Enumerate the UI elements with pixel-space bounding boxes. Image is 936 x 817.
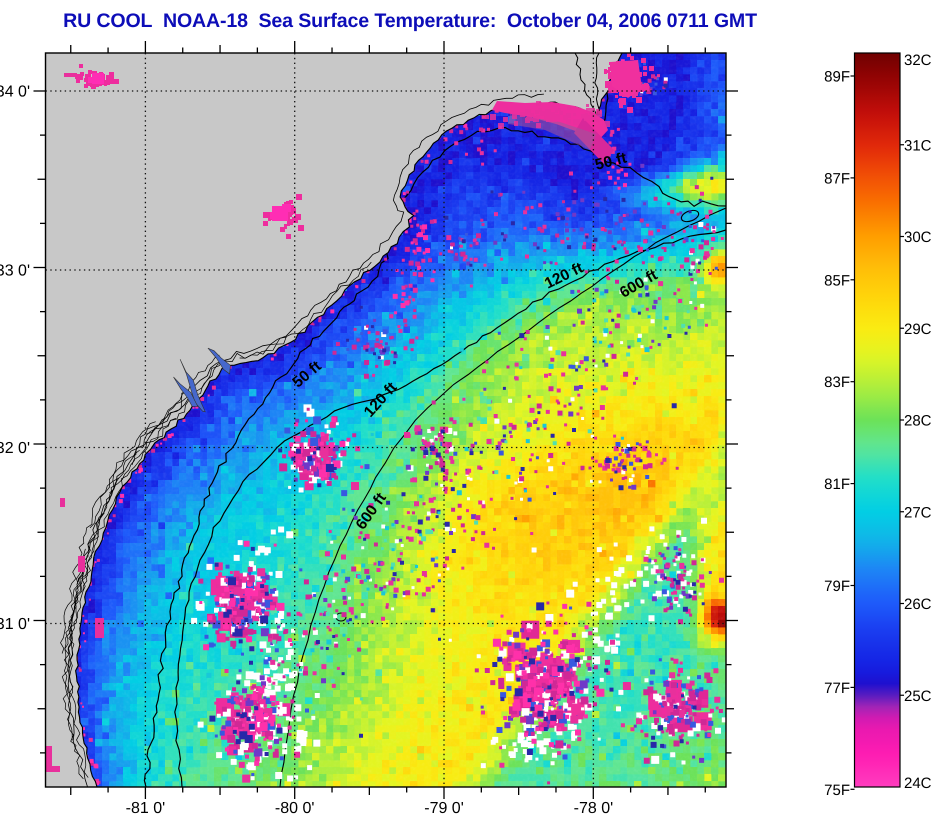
svg-text:24C: 24C xyxy=(904,775,932,792)
svg-text:RU COOL NOAA-18 Sea Surface: RU COOL NOAA-18 Sea Surface Temperature:… xyxy=(63,10,757,32)
svg-text:30C: 30C xyxy=(904,229,932,246)
svg-text:-81 0': -81 0' xyxy=(126,800,166,817)
svg-text:26C: 26C xyxy=(904,596,932,613)
svg-text:77F: 77F xyxy=(824,680,850,697)
svg-text:-80 0': -80 0' xyxy=(275,800,315,817)
svg-text:89F: 89F xyxy=(824,69,850,86)
svg-text:-78 0': -78 0' xyxy=(574,800,614,817)
svg-text:29C: 29C xyxy=(904,321,932,338)
svg-text:25C: 25C xyxy=(904,688,932,705)
svg-text:34 0': 34 0' xyxy=(0,84,30,101)
svg-text:32C: 32C xyxy=(904,52,932,69)
svg-text:81F: 81F xyxy=(824,476,850,493)
svg-text:33 0': 33 0' xyxy=(0,263,30,280)
svg-text:31C: 31C xyxy=(904,137,932,154)
svg-text:28C: 28C xyxy=(904,413,932,430)
svg-text:32 0': 32 0' xyxy=(0,440,30,457)
svg-text:79F: 79F xyxy=(824,578,850,595)
svg-text:75F: 75F xyxy=(824,782,850,799)
svg-text:27C: 27C xyxy=(904,504,932,521)
svg-text:-79 0': -79 0' xyxy=(424,800,464,817)
svg-text:85F: 85F xyxy=(824,272,850,289)
svg-text:83F: 83F xyxy=(824,374,850,391)
svg-text:31 0': 31 0' xyxy=(0,616,30,633)
svg-text:87F: 87F xyxy=(824,170,850,187)
